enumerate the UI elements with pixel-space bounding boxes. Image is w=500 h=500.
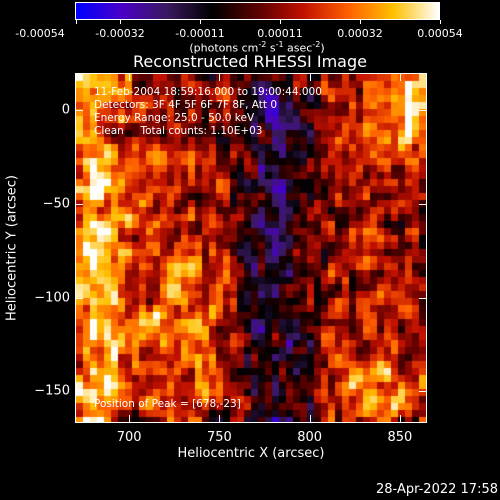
y-tick-mark xyxy=(75,204,83,206)
detectors-text: Detectors: 3F 4F 5F 6F 7F 8F, Att 0 xyxy=(94,99,278,111)
colorbar-tick-label: 0.00011 xyxy=(257,27,303,40)
colorbar-tick-label: 0.00054 xyxy=(417,27,463,40)
y-tick-label: −50 xyxy=(42,196,70,212)
y-tick-mark xyxy=(75,110,83,112)
timestamp: 28-Apr-2022 17:58 xyxy=(376,482,498,497)
y-tick-mark xyxy=(419,297,427,299)
colorbar-tick-label: -0.00054 xyxy=(15,27,65,40)
colorbar-tick-label: 0.00032 xyxy=(337,27,383,40)
plot-area: 11-Feb-2004 18:59:16.000 to 19:00:44.000… xyxy=(75,73,427,423)
y-tick-mark xyxy=(75,297,83,299)
y-tick-label: −150 xyxy=(34,383,70,399)
x-tick-mark xyxy=(309,73,311,81)
colorbar-tick-mark xyxy=(280,20,281,24)
energy-range-text: Energy Range: 25.0 - 50.0 keV xyxy=(94,112,255,124)
x-tick-mark xyxy=(399,415,401,423)
y-tick-mark xyxy=(419,110,427,112)
x-axis-label: Heliocentric X (arcsec) xyxy=(177,446,325,461)
x-tick-mark xyxy=(309,415,311,423)
colorbar-units: (photons cm-2 s-1 asec-2) xyxy=(189,40,325,55)
peak-position-text: Position of Peak = [678,-23] xyxy=(94,398,241,410)
y-tick-mark xyxy=(419,204,427,206)
x-tick-mark xyxy=(219,73,221,81)
y-tick-mark xyxy=(75,391,83,393)
y-axis-label: Heliocentric Y (arcsec) xyxy=(4,175,20,321)
x-tick-mark xyxy=(129,73,131,81)
time-range-text: 11-Feb-2004 18:59:16.000 to 19:00:44.000 xyxy=(94,86,322,98)
heatmap-image xyxy=(76,74,426,422)
colorbar-tick-mark xyxy=(76,20,77,24)
x-tick-label: 850 xyxy=(387,430,413,445)
colorbar-tick-mark xyxy=(360,20,361,24)
x-tick-label: 800 xyxy=(297,430,323,445)
colorbar-tick-mark xyxy=(120,20,121,24)
clean-counts-text: Clean Total counts: 1.10E+03 xyxy=(94,125,263,137)
y-tick-mark xyxy=(419,391,427,393)
x-tick-label: 700 xyxy=(116,430,142,445)
colorbar-tick-label: -0.00011 xyxy=(175,27,225,40)
colorbar-tick-label: -0.00032 xyxy=(95,27,145,40)
x-tick-mark xyxy=(399,73,401,81)
colorbar-tick-mark xyxy=(440,20,441,24)
colorbar-tick-mark xyxy=(200,20,201,24)
chart-title: Reconstructed RHESSI Image xyxy=(133,52,367,71)
colorbar xyxy=(75,2,440,20)
x-tick-mark xyxy=(129,415,131,423)
x-tick-mark xyxy=(219,415,221,423)
y-tick-label: 0 xyxy=(61,102,70,118)
x-tick-label: 750 xyxy=(206,430,232,445)
y-tick-label: −100 xyxy=(34,290,70,306)
